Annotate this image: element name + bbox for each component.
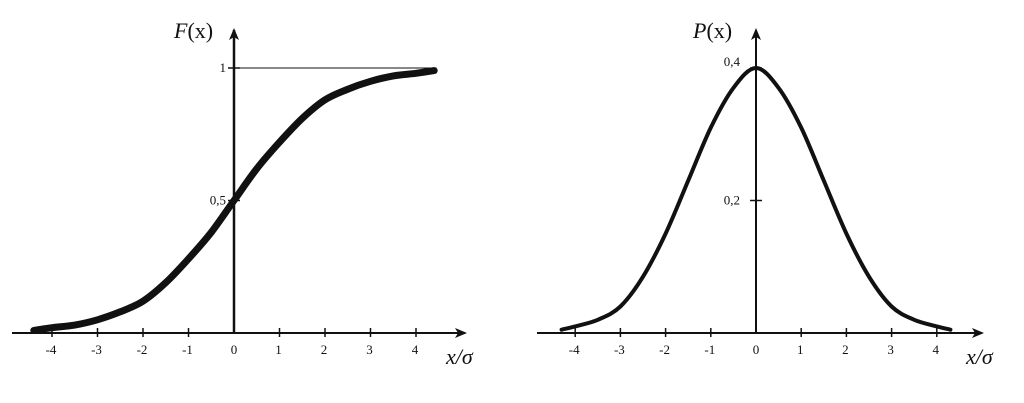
- pdf-x-tick-label: 0: [753, 342, 760, 357]
- cdf-x-tick-label: -3: [91, 342, 102, 357]
- cdf-y-ticks: 0,51: [210, 60, 240, 208]
- pdf-y-axis-label: P(x): [692, 18, 732, 43]
- pdf-chart: -4 -3 -2 -1 0 1 2 3 4 0,2 0,4 P(x) x/σ: [537, 18, 994, 369]
- cdf-x-tick-label: 2: [321, 342, 328, 357]
- pdf-x-tick-label: -4: [569, 342, 580, 357]
- cdf-x-tick-label: 0: [231, 342, 238, 357]
- cdf-x-tick-label: -2: [137, 342, 148, 357]
- pdf-x-tick-label: -2: [659, 342, 670, 357]
- pdf-x-tick-label: -1: [704, 342, 715, 357]
- cdf-y-tick-label: 0,5: [210, 193, 226, 208]
- cdf-x-tick-label: -4: [46, 342, 57, 357]
- cdf-x-tick-label: 1: [275, 342, 282, 357]
- pdf-y-ticks: 0,2 0,4: [724, 54, 762, 208]
- cdf-x-tick-label: 4: [412, 342, 419, 357]
- pdf-y-tick-label: 0,2: [724, 193, 740, 208]
- pdf-y-tick-label: 0,4: [724, 54, 741, 69]
- cdf-chart: -4 -3 -2 -1 0 1 2 3 4 0,51 F(x) x/σ: [12, 18, 474, 369]
- cdf-x-ticks: -4 -3 -2 -1 0 1 2 3 4: [46, 328, 419, 357]
- cdf-x-tick-label: 3: [366, 342, 373, 357]
- pdf-x-ticks: -4 -3 -2 -1 0 1 2 3 4: [569, 328, 940, 357]
- cdf-x-tick-label: -1: [182, 342, 193, 357]
- pdf-x-tick-label: 2: [842, 342, 849, 357]
- pdf-x-tick-label: 4: [933, 342, 940, 357]
- pdf-x-tick-label: 1: [797, 342, 804, 357]
- cdf-y-axis-label: F(x): [173, 18, 213, 43]
- cdf-x-axis-label: x/σ: [445, 344, 474, 369]
- pdf-x-axis-label: x/σ: [965, 344, 994, 369]
- pdf-x-tick-label: -3: [614, 342, 625, 357]
- cdf-series-line: [30, 67, 438, 334]
- pdf-series-line: [559, 66, 953, 332]
- cdf-y-tick-label: 1: [220, 60, 227, 75]
- pdf-x-tick-label: 3: [887, 342, 894, 357]
